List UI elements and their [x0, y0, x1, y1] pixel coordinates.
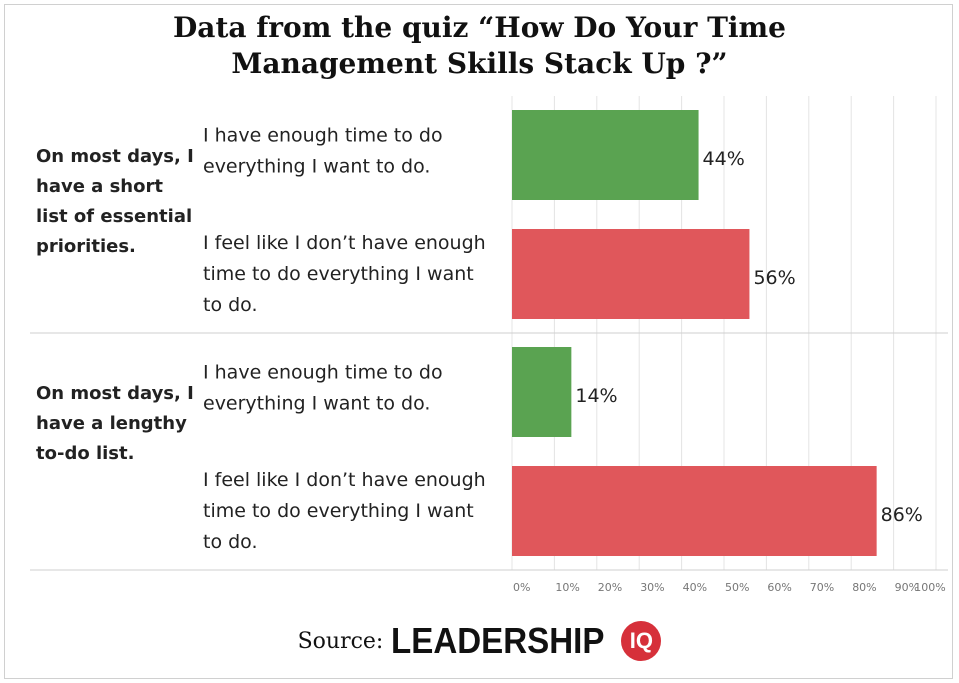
chart-title-line-2: Management Skills Stack Up ?”	[231, 47, 728, 80]
category-label: I feel like I don’t have enough	[203, 232, 486, 254]
x-tick-label: 40%	[683, 581, 707, 594]
category-label: time to do everything I want	[203, 500, 474, 522]
x-tick-label: 90%	[895, 581, 919, 594]
value-label: 56%	[753, 267, 795, 289]
value-label: 44%	[703, 148, 745, 170]
category-label: everything I want to do.	[203, 156, 430, 178]
bar	[512, 466, 877, 556]
group-label: On most days, I	[36, 383, 194, 404]
value-label: 14%	[575, 385, 617, 407]
category-label: I have enough time to do	[203, 362, 443, 384]
leadership-iq-logo-badge: IQ	[621, 621, 662, 661]
source-credit: Source: LEADERSHIP IQ	[0, 620, 959, 668]
value-label: 86%	[881, 504, 923, 526]
group-label: On most days, I	[36, 146, 194, 167]
chart-title-line-1: Data from the quiz “How Do Your Time	[173, 11, 786, 44]
category-label: time to do everything I want	[203, 263, 474, 285]
category-label: I feel like I don’t have enough	[203, 469, 486, 491]
group-label: priorities.	[36, 236, 136, 257]
bar	[512, 229, 750, 319]
x-tick-label: 100%	[914, 581, 945, 594]
x-tick-label: 0%	[513, 581, 530, 594]
group-label: have a short	[36, 176, 163, 197]
category-label: everything I want to do.	[203, 393, 430, 415]
x-tick-label: 20%	[598, 581, 622, 594]
x-tick-label: 70%	[810, 581, 834, 594]
x-tick-label: 60%	[767, 581, 791, 594]
bar	[512, 110, 699, 200]
group-label: have a lengthy	[36, 413, 187, 434]
source-label: Source:	[297, 628, 384, 654]
chart-frame	[4, 4, 953, 679]
group-label: list of essential	[36, 206, 192, 227]
group-label: to-do list.	[36, 443, 134, 464]
chart-title: Data from the quiz “How Do Your Time Man…	[0, 10, 959, 82]
x-tick-label: 30%	[640, 581, 664, 594]
x-tick-label: 50%	[725, 581, 749, 594]
category-label: to do.	[203, 531, 258, 553]
bar-chart: 0% 10% 20% 30% 40% 50% 60% 70% 80% 90%100% On most…	[30, 96, 948, 594]
x-tick-label: 10%	[555, 581, 579, 594]
bar	[512, 347, 572, 437]
x-tick-label: 80%	[852, 581, 876, 594]
category-label: I have enough time to do	[203, 125, 443, 147]
leadership-iq-logo-word: LEADERSHIP	[391, 620, 605, 661]
category-label: to do.	[203, 294, 258, 316]
